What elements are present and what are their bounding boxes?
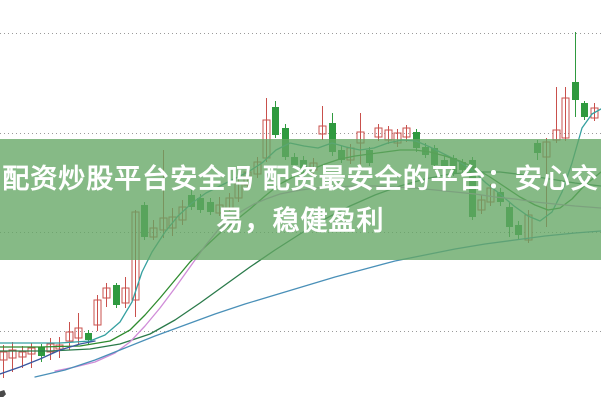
candle-body-down: [113, 285, 120, 305]
candle-body-down: [272, 107, 279, 135]
candle-body-down: [329, 123, 336, 152]
candle-body-up: [8, 349, 17, 359]
corner-artifact: [0, 390, 6, 397]
candle-body-down: [85, 333, 92, 340]
candle-body-up: [74, 327, 83, 339]
candle-body-up: [402, 127, 411, 138]
candle-body-up: [374, 127, 383, 138]
candle-body-up: [0, 351, 8, 361]
candle-body-up: [590, 107, 599, 119]
candle-body-up: [561, 97, 570, 139]
candle-body-up: [18, 351, 27, 358]
candle-body-down: [572, 82, 579, 100]
trend-navy-segment-line: [0, 340, 96, 375]
headline-line1: 配资炒股平台安全吗 配资最安全的平台：安心交: [2, 163, 599, 194]
headline-line2: 易，稳健盈利: [216, 205, 385, 236]
headline-banner: 配资炒股平台安全吗 配资最安全的平台：安心交 易，稳健盈利: [0, 139, 601, 260]
candle-body-up: [46, 343, 55, 353]
candle-body-up: [102, 287, 111, 299]
candle-body-up: [318, 125, 327, 135]
candle-body-down: [581, 103, 588, 117]
candle-body-up: [65, 331, 74, 342]
candle-body-up: [93, 299, 102, 326]
candle-body-up: [121, 287, 130, 304]
